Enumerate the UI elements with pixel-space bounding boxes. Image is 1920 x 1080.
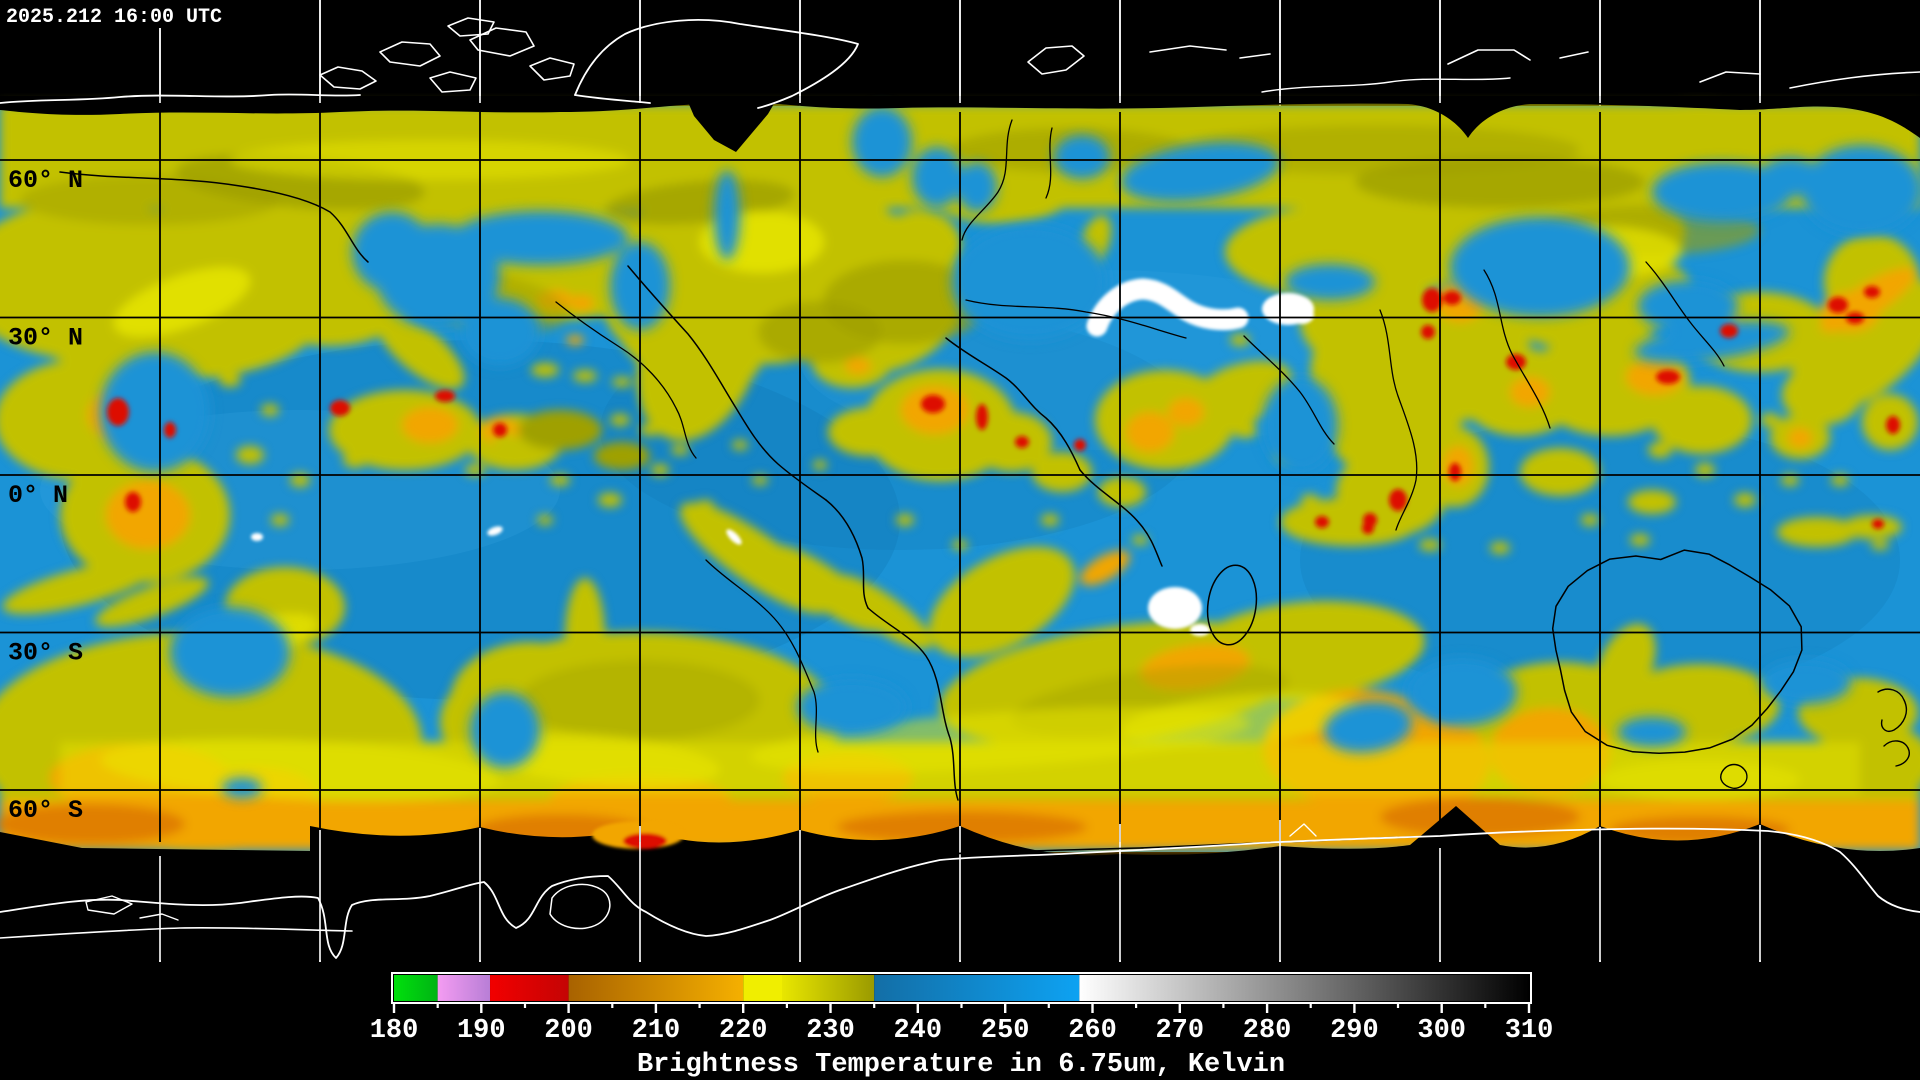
svg-text:230: 230 (806, 1016, 855, 1046)
svg-text:60° N: 60° N (8, 166, 83, 195)
svg-text:30° N: 30° N (8, 324, 83, 353)
svg-text:220: 220 (719, 1016, 768, 1046)
svg-text:300: 300 (1417, 1016, 1466, 1046)
svg-text:Brightness Temperature in 6.75: Brightness Temperature in 6.75um, Kelvin (637, 1050, 1285, 1080)
svg-text:270: 270 (1155, 1016, 1204, 1046)
svg-text:280: 280 (1243, 1016, 1292, 1046)
svg-text:240: 240 (893, 1016, 942, 1046)
svg-text:210: 210 (632, 1016, 681, 1046)
svg-text:180: 180 (370, 1016, 419, 1046)
svg-text:0° N: 0° N (8, 481, 68, 510)
svg-text:290: 290 (1330, 1016, 1379, 1046)
svg-text:200: 200 (544, 1016, 593, 1046)
svg-text:2025.212 16:00 UTC: 2025.212 16:00 UTC (6, 6, 222, 29)
svg-text:60° S: 60° S (8, 796, 83, 825)
svg-text:260: 260 (1068, 1016, 1117, 1046)
svg-text:190: 190 (457, 1016, 506, 1046)
svg-text:30° S: 30° S (8, 639, 83, 668)
svg-text:310: 310 (1505, 1016, 1554, 1046)
svg-text:250: 250 (981, 1016, 1030, 1046)
